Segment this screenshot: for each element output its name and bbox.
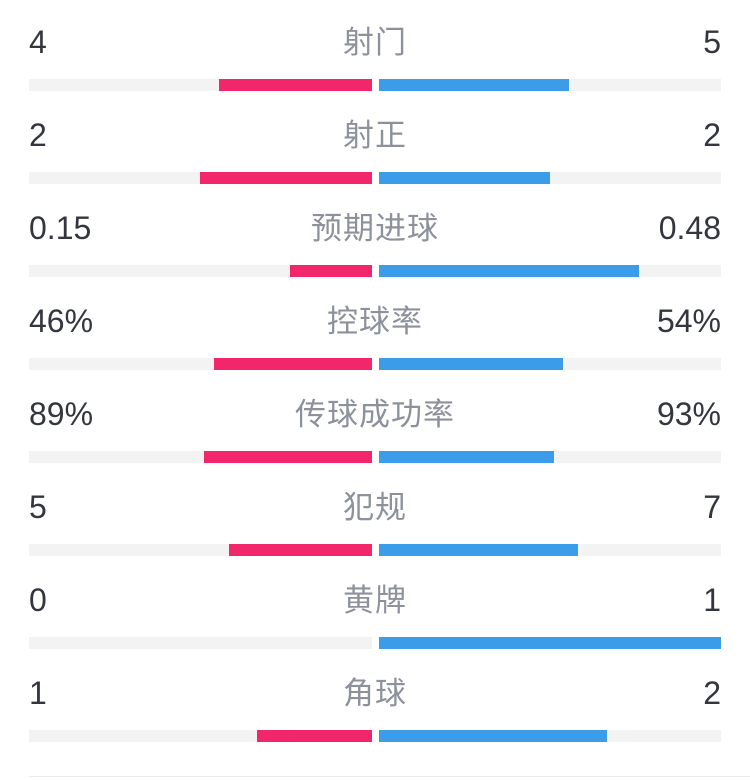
stat-label: 射正	[343, 118, 407, 153]
away-bar-track	[378, 730, 721, 742]
home-bar-fill	[228, 544, 372, 556]
away-bar-fill	[378, 544, 579, 556]
away-value: 93%	[656, 396, 721, 432]
stat-row-5: 5 犯规 7	[29, 487, 721, 556]
stat-row-header: 0.15 预期进球 0.48	[29, 208, 721, 248]
home-bar-track	[29, 730, 372, 742]
stats-list: 4 射门 5 2 射正 2 0.15	[29, 22, 721, 742]
away-bar-fill	[378, 730, 607, 742]
home-bar-fill	[219, 79, 372, 91]
home-bar-track	[29, 637, 372, 649]
away-bar-track	[378, 358, 721, 370]
away-bar-track	[378, 265, 721, 277]
away-value: 5	[703, 24, 721, 60]
stat-row-4: 89% 传球成功率 93%	[29, 394, 721, 463]
away-value: 2	[703, 675, 721, 711]
away-bar-fill	[378, 79, 569, 91]
home-value: 5	[29, 489, 47, 525]
stat-bar	[29, 544, 721, 556]
away-bar-fill	[378, 637, 721, 649]
home-bar-track	[29, 451, 372, 463]
away-value: 2	[703, 117, 721, 153]
stat-label: 射门	[343, 25, 407, 60]
home-bar-track	[29, 79, 372, 91]
away-bar-track	[378, 637, 721, 649]
stat-row-header: 1 角球 2	[29, 673, 721, 713]
stat-bar	[29, 637, 721, 649]
stat-row-header: 0 黄牌 1	[29, 580, 721, 620]
home-value: 0	[29, 582, 47, 618]
home-bar-fill	[200, 172, 372, 184]
stat-bar	[29, 358, 721, 370]
home-bar-fill	[290, 265, 372, 277]
away-value: 0.48	[658, 210, 721, 246]
stat-row-header: 46% 控球率 54%	[29, 301, 721, 341]
stat-row-header: 89% 传球成功率 93%	[29, 394, 721, 434]
stat-row-6: 0 黄牌 1	[29, 580, 721, 649]
home-value: 89%	[29, 396, 94, 432]
home-value: 0.15	[29, 210, 92, 246]
home-bar-fill	[213, 358, 372, 370]
home-bar-track	[29, 544, 372, 556]
bottom-divider	[29, 776, 750, 777]
stat-label: 角球	[343, 676, 407, 711]
away-bar-track	[378, 79, 721, 91]
away-bar-fill	[378, 451, 554, 463]
away-value: 7	[703, 489, 721, 525]
home-bar-fill	[204, 451, 372, 463]
stat-label: 预期进球	[311, 211, 439, 246]
away-value: 1	[703, 582, 721, 618]
stat-bar	[29, 172, 721, 184]
stat-bar	[29, 265, 721, 277]
stat-label: 犯规	[343, 490, 407, 525]
home-value: 2	[29, 117, 47, 153]
stat-bar	[29, 730, 721, 742]
away-bar-fill	[378, 358, 564, 370]
stat-row-header: 5 犯规 7	[29, 487, 721, 527]
stat-label: 控球率	[327, 304, 423, 339]
stat-bar	[29, 79, 721, 91]
stat-row-header: 2 射正 2	[29, 115, 721, 155]
stat-bar	[29, 451, 721, 463]
home-value: 1	[29, 675, 47, 711]
stat-row-1: 2 射正 2	[29, 115, 721, 184]
home-value: 4	[29, 24, 47, 60]
home-bar-fill	[257, 730, 372, 742]
home-bar-track	[29, 358, 372, 370]
away-bar-track	[378, 451, 721, 463]
away-value: 54%	[656, 303, 721, 339]
away-bar-track	[378, 544, 721, 556]
home-value: 46%	[29, 303, 94, 339]
away-bar-fill	[378, 172, 550, 184]
stat-row-header: 4 射门 5	[29, 22, 721, 62]
away-bar-track	[378, 172, 721, 184]
stat-row-0: 4 射门 5	[29, 22, 721, 91]
stat-label: 黄牌	[343, 583, 407, 618]
away-bar-fill	[378, 265, 640, 277]
stat-row-2: 0.15 预期进球 0.48	[29, 208, 721, 277]
home-bar-track	[29, 265, 372, 277]
stat-row-7: 1 角球 2	[29, 673, 721, 742]
home-bar-track	[29, 172, 372, 184]
stat-label: 传球成功率	[295, 397, 455, 432]
stat-row-3: 46% 控球率 54%	[29, 301, 721, 370]
